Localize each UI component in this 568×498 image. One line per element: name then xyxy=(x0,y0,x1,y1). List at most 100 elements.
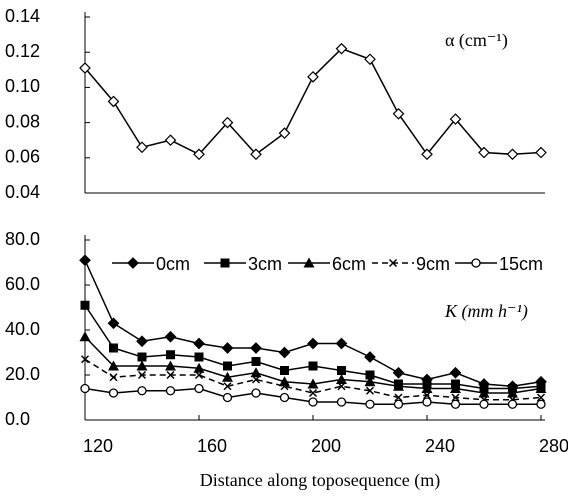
marker xyxy=(422,397,432,407)
x-tick-label: 240 xyxy=(425,436,455,456)
annotation: K (mm h⁻¹) xyxy=(444,301,528,322)
marker xyxy=(137,352,147,362)
marker xyxy=(80,383,90,394)
marker xyxy=(280,366,289,375)
marker xyxy=(108,388,119,398)
marker xyxy=(79,62,91,74)
marker xyxy=(109,373,118,382)
marker xyxy=(471,258,481,268)
marker xyxy=(251,357,261,366)
marker xyxy=(449,366,462,379)
marker xyxy=(507,387,518,398)
marker xyxy=(250,367,262,378)
y-tick-label: 0.10 xyxy=(5,76,40,96)
marker xyxy=(165,360,176,371)
marker xyxy=(194,352,204,362)
marker xyxy=(337,366,346,375)
marker xyxy=(451,393,460,402)
marker xyxy=(251,388,261,398)
marker xyxy=(80,355,90,364)
marker xyxy=(127,257,139,269)
marker xyxy=(137,370,147,380)
marker xyxy=(194,383,204,394)
marker xyxy=(193,148,205,161)
marker xyxy=(536,399,546,409)
marker xyxy=(394,393,403,402)
marker xyxy=(307,378,319,389)
marker xyxy=(308,361,318,371)
y-tick-label: 0.08 xyxy=(5,111,40,131)
y-tick-label: 0.06 xyxy=(5,147,40,167)
marker xyxy=(194,370,204,380)
marker xyxy=(221,116,234,129)
marker xyxy=(507,399,518,409)
y-tick-label: 60.0 xyxy=(5,274,40,294)
marker xyxy=(364,53,376,66)
marker xyxy=(107,317,120,330)
y-tick-label: 0.0 xyxy=(5,409,30,429)
marker xyxy=(421,383,433,393)
data-line xyxy=(84,47,542,156)
marker xyxy=(450,383,461,393)
marker xyxy=(80,300,90,310)
marker xyxy=(336,397,347,407)
marker xyxy=(279,392,290,403)
marker xyxy=(164,330,177,343)
legend-label: 15cm xyxy=(499,254,543,274)
marker xyxy=(193,337,205,350)
x-tick-label: 160 xyxy=(197,436,227,456)
marker xyxy=(166,350,175,360)
marker xyxy=(109,343,118,353)
marker xyxy=(308,388,318,398)
marker xyxy=(393,380,404,391)
marker xyxy=(478,387,490,398)
marker xyxy=(223,382,232,391)
marker xyxy=(79,254,91,267)
legend-label: 6cm xyxy=(332,254,366,274)
marker xyxy=(421,148,433,161)
data-line xyxy=(84,358,542,401)
y-tick-label: 0.04 xyxy=(5,182,40,202)
marker xyxy=(506,148,519,161)
marker xyxy=(479,399,489,409)
marker xyxy=(365,370,375,380)
marker xyxy=(365,386,375,395)
marker xyxy=(79,331,91,342)
marker xyxy=(108,360,119,371)
marker xyxy=(364,376,376,387)
marker xyxy=(278,127,291,140)
marker xyxy=(392,366,405,379)
marker xyxy=(251,375,261,384)
marker xyxy=(136,141,148,154)
marker xyxy=(392,107,405,120)
marker xyxy=(336,374,347,384)
marker xyxy=(337,382,346,391)
marker xyxy=(388,258,398,268)
marker xyxy=(223,361,232,371)
annotation: α (cm⁻¹) xyxy=(445,30,508,51)
legend-label: 9cm xyxy=(416,254,450,274)
marker xyxy=(365,399,375,409)
marker xyxy=(193,362,205,373)
marker xyxy=(250,148,262,161)
marker xyxy=(536,393,546,402)
marker xyxy=(535,383,547,393)
legend-label: 3cm xyxy=(248,254,282,274)
y-tick-label: 80.0 xyxy=(5,229,40,249)
marker xyxy=(535,146,547,159)
marker xyxy=(335,42,348,55)
marker xyxy=(280,382,289,391)
marker xyxy=(450,399,461,409)
marker xyxy=(164,134,177,147)
x-tick-label: 280 xyxy=(539,436,568,456)
y-tick-label: 0.14 xyxy=(5,6,40,26)
marker xyxy=(308,397,318,407)
x-axis-label: Distance along toposequence (m) xyxy=(200,470,440,491)
x-tick-label: 200 xyxy=(311,436,341,456)
marker xyxy=(136,335,148,348)
marker xyxy=(166,370,175,380)
y-tick-label: 40.0 xyxy=(5,319,40,339)
marker xyxy=(364,351,376,363)
marker xyxy=(107,95,120,108)
marker xyxy=(136,360,148,371)
